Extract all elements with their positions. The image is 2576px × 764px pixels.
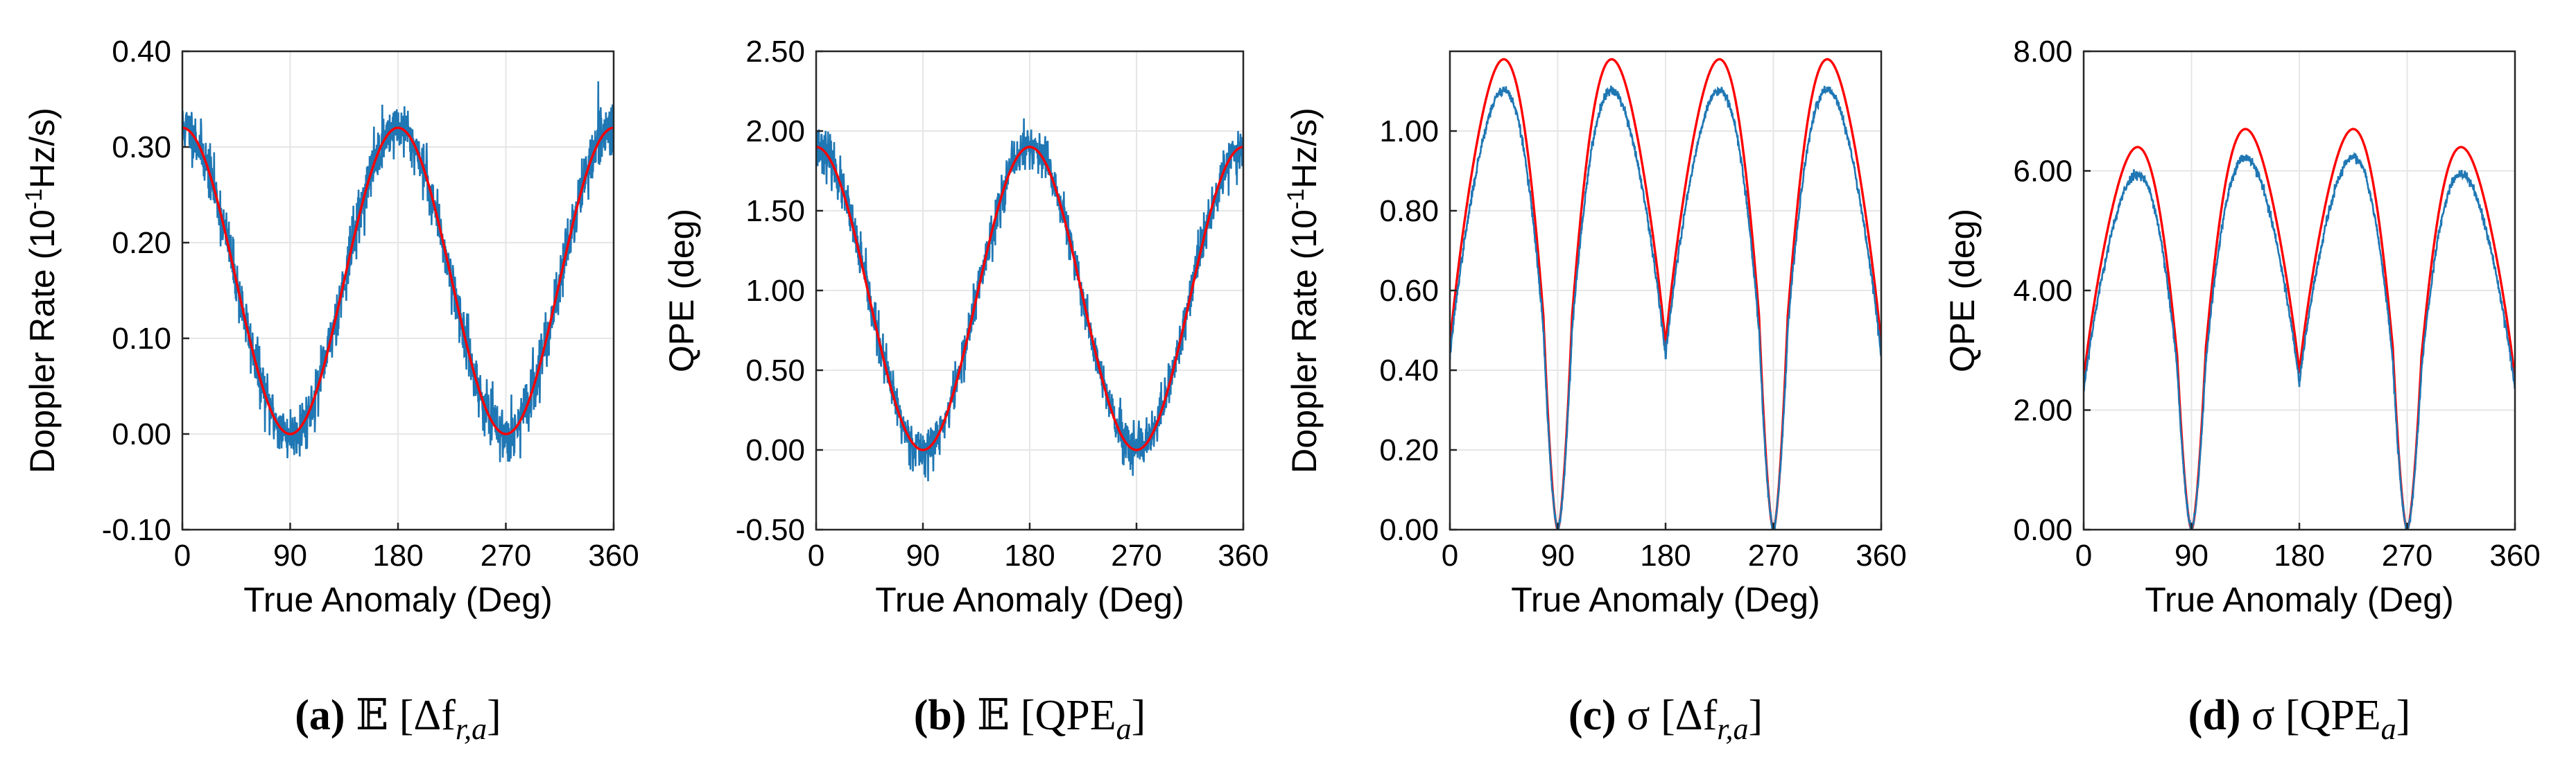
x-tick-label: 0 (808, 539, 824, 573)
x-tick-label: 270 (481, 539, 531, 573)
series-line-analytical (2084, 128, 2515, 530)
x-tick-label: 90 (906, 539, 940, 573)
x-axis-label: True Anomaly (Deg) (875, 580, 1184, 619)
x-tick-label: 180 (2274, 539, 2324, 573)
series-line-analytical (182, 126, 614, 435)
panel-a: 0 90 180 270 360 -0.10 0.00 0.10 0.20 0.30 0.40 Tru… (21, 35, 639, 746)
x-tick-label: 0 (2075, 539, 2092, 573)
series-line-analytical (816, 146, 1243, 451)
y-tick-label: 2.00 (745, 114, 805, 148)
x-tick-label: 90 (273, 539, 307, 573)
y-tick-label: -0.50 (736, 513, 805, 547)
x-tick-label: 180 (372, 539, 423, 573)
x-tick-label: 360 (1218, 539, 1268, 573)
x-tick-label: 360 (1856, 539, 1906, 573)
x-tick-label: 360 (588, 539, 639, 573)
x-tick-label: 270 (1111, 539, 1161, 573)
x-axis-label: True Anomaly (Deg) (2145, 580, 2454, 619)
y-tick-label: 1.50 (745, 194, 805, 228)
panel-caption: (c) σ [Δfr,a] (1568, 692, 1763, 746)
x-tick-label: 180 (1640, 539, 1691, 573)
x-tick-label: 0 (1442, 539, 1458, 573)
x-tick-label: 360 (2489, 539, 2540, 573)
y-tick-label: 2.00 (2013, 394, 2073, 428)
y-tick-label: 0.40 (112, 35, 171, 69)
y-tick-label: 0.20 (1379, 433, 1439, 467)
y-tick-label: 1.00 (1379, 114, 1439, 148)
x-axis-label: True Anomaly (Deg) (1511, 580, 1820, 619)
y-tick-label: 0.30 (112, 130, 171, 164)
y-axis-label: Doppler Rate (10-1Hz/s) (21, 107, 62, 474)
series-line-simulated (1450, 85, 1881, 530)
x-tick-label: 180 (1004, 539, 1055, 573)
y-axis-label: QPE (deg) (1943, 209, 1982, 372)
y-tick-label: 0.60 (1379, 274, 1439, 308)
y-tick-label: 0.50 (745, 354, 805, 388)
panel-caption: (a) 𝔼 [Δfr,a] (295, 692, 501, 746)
y-tick-label: 0.40 (1379, 354, 1439, 388)
y-tick-label: 4.00 (2013, 274, 2073, 308)
y-tick-label: 0.20 (112, 226, 171, 260)
y-tick-label: 2.50 (745, 35, 805, 69)
y-tick-label: 0.10 (112, 322, 171, 356)
x-tick-label: 270 (1748, 539, 1799, 573)
y-tick-label: 8.00 (2013, 35, 2073, 69)
panel-c: 0 90 180 270 360 0.00 0.20 0.40 0.60 0.80 1.00 True… (1283, 50, 1907, 746)
y-tick-label: -0.10 (102, 513, 171, 547)
y-axis-label: QPE (deg) (662, 209, 701, 372)
y-tick-label: 0.00 (745, 433, 805, 467)
panel-caption: (b) 𝔼 [QPEa] (914, 692, 1146, 746)
y-axis-label: Doppler Rate (10-1Hz/s) (1283, 107, 1324, 474)
x-tick-label: 270 (2382, 539, 2432, 573)
x-tick-label: 0 (174, 539, 191, 573)
y-tick-label: 1.00 (745, 274, 805, 308)
y-tick-label: 0.00 (1379, 513, 1439, 547)
y-tick-label: 0.00 (2013, 513, 2073, 547)
series-line-simulated (2084, 151, 2515, 530)
panel-d: 0 90 180 270 360 0.00 2.00 4.00 6.00 8.00 True Ano… (1943, 35, 2541, 746)
x-axis-label: True Anomaly (Deg) (243, 580, 553, 619)
panel-b: 0 90 180 270 360 -0.50 0.00 0.50 1.00 1.50 2.00 2.5… (662, 35, 1269, 746)
x-tick-label: 90 (2175, 539, 2208, 573)
x-tick-label: 90 (1541, 539, 1575, 573)
y-tick-label: 0.00 (112, 417, 171, 451)
y-tick-label: 0.80 (1379, 194, 1439, 228)
y-tick-label: 6.00 (2013, 155, 2073, 189)
panel-caption: (d) σ [QPEa] (2188, 692, 2411, 746)
